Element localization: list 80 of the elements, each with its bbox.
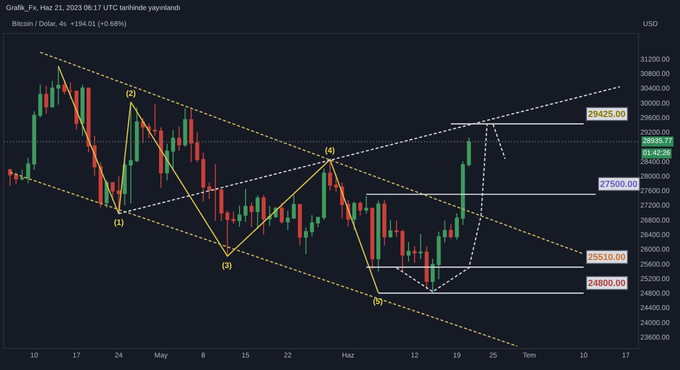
- candlestick: [231, 210, 236, 224]
- candlestick: [14, 172, 18, 185]
- candlestick: [26, 157, 30, 184]
- candlestick: [328, 159, 332, 192]
- candlestick: [159, 126, 163, 188]
- candlestick: [352, 201, 356, 230]
- candlestick: [80, 84, 84, 136]
- candlestick: [418, 233, 423, 260]
- annotation: 29425.00: [588, 109, 626, 119]
- annotation: (2): [126, 89, 136, 98]
- candlestick: [388, 219, 392, 238]
- annotation: (5): [373, 297, 384, 306]
- candlestick: [364, 196, 368, 214]
- candlestick: [244, 188, 248, 223]
- candlestick: [466, 137, 471, 167]
- candlestick: [334, 174, 338, 192]
- candlestick: [98, 162, 103, 208]
- candlestick: [44, 85, 48, 114]
- candlestick: [207, 182, 212, 200]
- candlestick: [442, 220, 447, 244]
- candlestick: [225, 210, 230, 257]
- candlestick: [195, 132, 200, 163]
- candlestick: [400, 229, 404, 272]
- candlestick: [189, 108, 194, 163]
- annotation: 27500.00: [600, 179, 638, 189]
- candlestick: [436, 231, 441, 280]
- candlestick: [448, 223, 453, 240]
- candlestick: [454, 212, 459, 240]
- candlestick: [74, 90, 78, 130]
- annotation: 25510.00: [588, 252, 626, 262]
- candlestick: [152, 103, 157, 136]
- candlestick: [292, 194, 296, 219]
- candlestick: [183, 108, 188, 148]
- candlestick: [286, 210, 290, 231]
- candlestick: [256, 194, 260, 230]
- candlestick: [38, 84, 42, 118]
- candlestick: [20, 169, 24, 181]
- annotation: 24800.00: [588, 278, 626, 288]
- annotation: (3): [222, 261, 232, 270]
- candlestick: [177, 126, 182, 152]
- candlestick: [86, 87, 91, 153]
- candlestick: [134, 107, 139, 163]
- candlestick: [322, 168, 326, 220]
- candlestick: [8, 168, 12, 186]
- candlestick: [430, 258, 435, 294]
- candlestick: [316, 216, 320, 228]
- candlestick: [165, 143, 170, 181]
- candlestick: [62, 80, 66, 95]
- candlestick: [358, 200, 362, 216]
- candlestick: [104, 180, 109, 208]
- candlestick: [460, 160, 465, 226]
- candlestick: [68, 82, 72, 99]
- candlestick: [238, 205, 242, 228]
- candlestick: [110, 182, 115, 200]
- annotation: (1): [114, 218, 124, 227]
- candlestick: [268, 206, 272, 227]
- candlestick: [262, 194, 266, 236]
- candlestick: [213, 164, 218, 222]
- candlestick: [128, 102, 133, 204]
- candlestick: [376, 200, 380, 272]
- candlestick: [32, 110, 36, 170]
- candlestick: [412, 246, 417, 264]
- candlestick: [424, 246, 429, 290]
- candlestick: [304, 227, 308, 254]
- candlestick: [250, 202, 254, 228]
- candlestick: [370, 207, 374, 270]
- line-series: [58, 66, 379, 294]
- candlestick: [406, 241, 411, 262]
- candlestick: [219, 188, 224, 222]
- candlestick: [310, 214, 314, 237]
- candlestick: [201, 152, 206, 202]
- candlestick: [146, 123, 151, 139]
- candlestick: [382, 199, 386, 246]
- candlestick: [298, 204, 302, 246]
- candlestick: [50, 80, 54, 108]
- candlestick: [171, 129, 176, 172]
- candlestick: [140, 118, 145, 144]
- annotation: (4): [325, 146, 336, 155]
- candlestick: [394, 220, 398, 238]
- candlestick: [56, 66, 60, 106]
